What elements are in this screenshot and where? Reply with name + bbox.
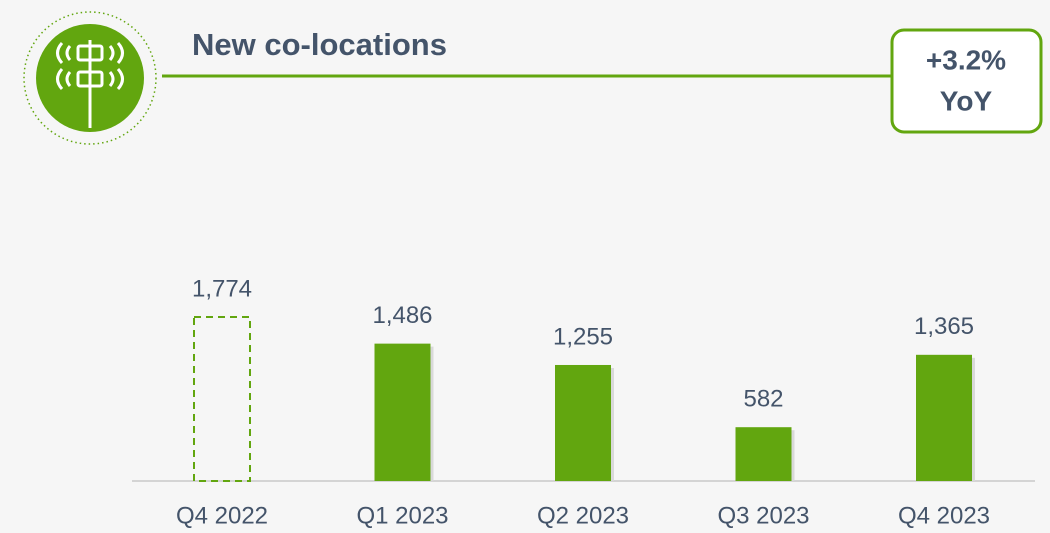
badge-label: YoY	[940, 85, 993, 116]
value-label: 582	[743, 386, 783, 413]
x-tick-label: Q1 2023	[356, 502, 448, 529]
value-label: 1,486	[372, 302, 432, 329]
x-tick-label: Q2 2023	[537, 502, 629, 529]
x-tick-label: Q4 2022	[176, 502, 268, 529]
bar	[735, 427, 792, 481]
value-label: 1,365	[914, 313, 974, 340]
value-label: 1,255	[553, 323, 613, 350]
x-tick-label: Q4 2023	[898, 502, 990, 529]
yoy-badge	[890, 28, 1043, 134]
value-label: 1,774	[192, 275, 252, 302]
badge-value: +3.2%	[926, 44, 1006, 75]
bar	[193, 316, 251, 482]
bar	[555, 364, 611, 481]
bar	[374, 343, 431, 481]
chart-title: New co-locations	[192, 27, 447, 62]
icon-antenna	[56, 40, 124, 128]
icon-ring	[23, 11, 157, 145]
bar	[916, 354, 972, 481]
x-tick-label: Q3 2023	[717, 502, 809, 529]
